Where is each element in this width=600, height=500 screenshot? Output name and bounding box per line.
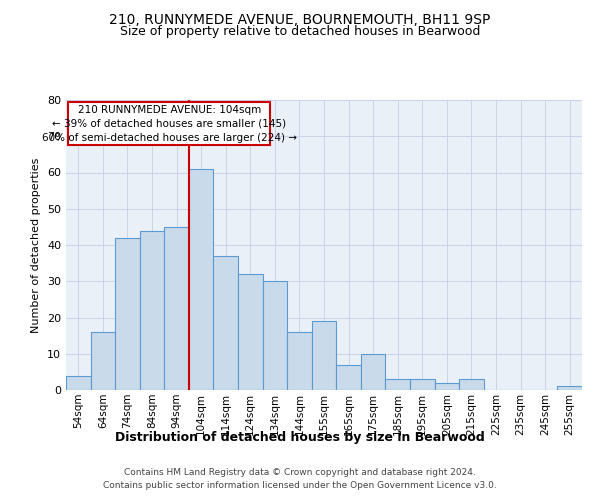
Bar [336,364,361,390]
Bar [459,379,484,390]
Bar [66,376,91,390]
Text: Contains HM Land Registry data © Crown copyright and database right 2024.: Contains HM Land Registry data © Crown c… [124,468,476,477]
Bar [312,321,336,390]
Text: Size of property relative to detached houses in Bearwood: Size of property relative to detached ho… [120,25,480,38]
Text: 210, RUNNYMEDE AVENUE, BOURNEMOUTH, BH11 9SP: 210, RUNNYMEDE AVENUE, BOURNEMOUTH, BH11… [109,12,491,26]
Bar [361,354,385,390]
Y-axis label: Number of detached properties: Number of detached properties [31,158,41,332]
Bar [214,256,238,390]
Bar [115,238,140,390]
Text: Contains public sector information licensed under the Open Government Licence v3: Contains public sector information licen… [103,480,497,490]
Bar [287,332,312,390]
Bar [140,230,164,390]
Bar [385,379,410,390]
Bar [263,281,287,390]
Bar [557,386,582,390]
Text: 210 RUNNYMEDE AVENUE: 104sqm
← 39% of detached houses are smaller (145)
60% of s: 210 RUNNYMEDE AVENUE: 104sqm ← 39% of de… [41,104,296,142]
Bar [238,274,263,390]
Text: Distribution of detached houses by size in Bearwood: Distribution of detached houses by size … [115,431,485,444]
Bar [164,227,189,390]
Bar [68,102,270,146]
Bar [189,169,214,390]
Bar [434,383,459,390]
Bar [410,379,434,390]
Bar [91,332,115,390]
